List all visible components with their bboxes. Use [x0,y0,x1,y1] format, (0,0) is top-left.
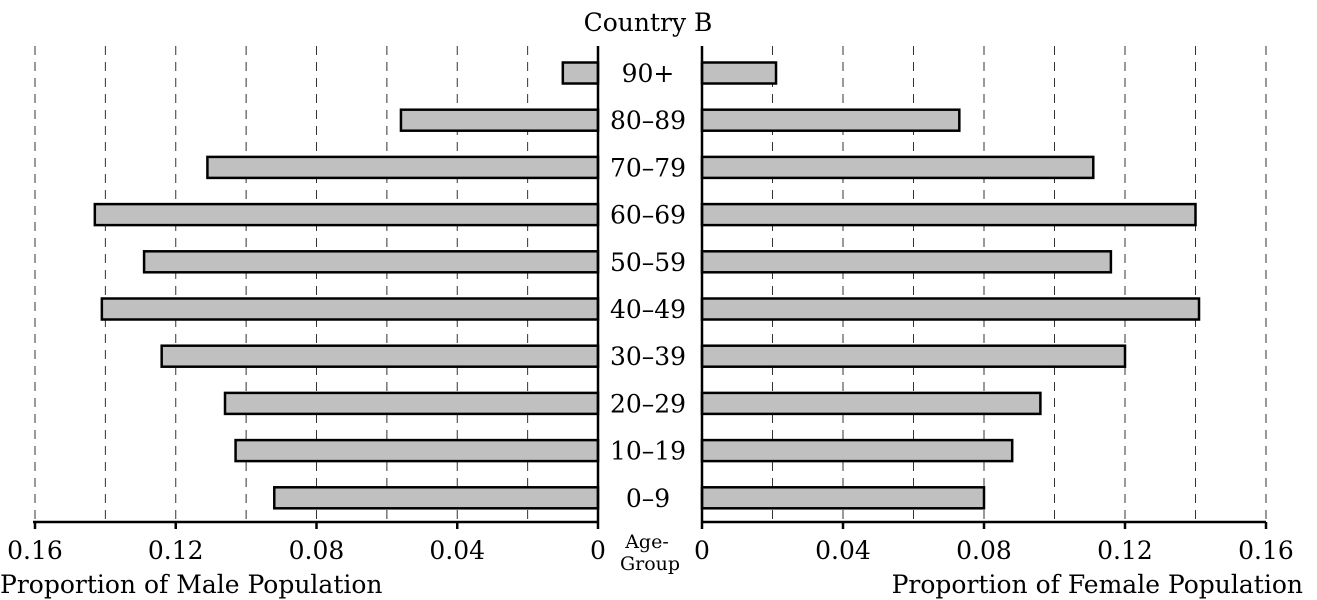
female-bar [700,391,1042,416]
age-group-label: 30–39 [610,342,686,371]
male-bar [160,344,600,368]
age-group-label: 40–49 [610,295,686,324]
female-bar [700,438,1014,463]
male-tick-label: 0.04 [429,536,485,565]
chart-title: Country B [584,8,713,37]
age-group-label: 10–19 [610,437,686,466]
female-tick-label: 0 [694,536,710,565]
female-x-ticks: 0 0.04 0.08 0.12 0.16 [694,522,1294,565]
age-group-label: 20–29 [610,389,686,418]
age-axis-label-line1: Age- [624,531,669,553]
female-bar [700,202,1197,227]
male-bar [399,108,600,132]
age-group-labels: 90+ 80–89 70–79 60–69 50–59 40–49 30–39 20–29 10… [610,59,686,513]
male-tick-label: 0.08 [289,536,345,565]
age-axis-label-line2: Group [620,553,680,575]
male-bar [100,297,600,321]
female-tick-label: 0.08 [956,536,1012,565]
male-bar [206,155,600,180]
female-tick-label: 0.04 [815,536,871,565]
male-tick-label: 0 [590,536,606,565]
female-bar [700,486,986,510]
male-bar [234,438,600,463]
male-bar [561,61,600,85]
male-bar [273,486,600,510]
female-bar [700,108,961,132]
age-group-label: 50–59 [610,248,686,277]
female-bars [700,61,1201,510]
male-x-axis-label: Proportion of Male Population [0,570,383,599]
female-bar [700,61,778,85]
male-x-ticks: 0.16 0.12 0.08 0.04 0 [7,522,606,565]
age-group-label: 80–89 [610,106,686,135]
female-bar [700,250,1113,274]
male-tick-label: 0.16 [7,536,63,565]
female-bar [700,344,1127,368]
female-tick-label: 0.12 [1097,536,1153,565]
age-group-label: 70–79 [610,153,686,182]
age-group-label: 60–69 [610,201,686,230]
male-bars [93,61,600,510]
age-axis-label: Age- Group [620,531,680,575]
male-bar [93,202,600,227]
male-bar [223,391,600,416]
age-group-label: 90+ [622,59,675,88]
female-bar [700,297,1201,321]
female-tick-label: 0.16 [1238,536,1294,565]
female-x-axis-label: Proportion of Female Population [892,570,1303,599]
age-group-label: 0–9 [626,484,670,513]
male-bar [142,250,600,274]
male-tick-label: 0.12 [148,536,204,565]
female-bar [700,155,1095,180]
